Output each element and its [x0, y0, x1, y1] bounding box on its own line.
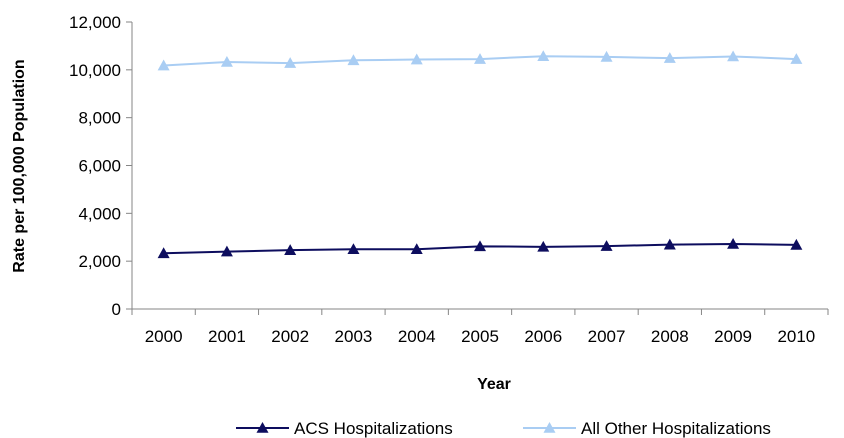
x-tick-label: 2006 — [524, 327, 562, 346]
y-axis-title: Rate per 100,000 Population — [11, 59, 28, 272]
x-tick-label: 2003 — [335, 327, 373, 346]
data-point-marker — [537, 50, 550, 62]
x-tick-label: 2002 — [271, 327, 309, 346]
x-tick-label: 2004 — [398, 327, 436, 346]
data-point-marker — [157, 247, 170, 259]
series-layer — [157, 50, 803, 259]
legend-label: All Other Hospitalizations — [581, 419, 771, 438]
data-point-marker — [220, 55, 233, 67]
data-point-marker — [663, 238, 676, 250]
data-point-marker — [284, 244, 297, 255]
legend-item: All Other Hospitalizations — [523, 419, 771, 438]
x-axis-title: Year — [477, 376, 511, 393]
y-tick-label: 10,000 — [69, 61, 121, 80]
data-point-marker — [727, 50, 740, 62]
data-point-marker — [347, 243, 360, 255]
data-point-marker — [474, 53, 486, 64]
legend-marker-swatch — [256, 422, 269, 433]
data-point-marker — [663, 52, 676, 63]
legend: ACS Hospitalizations All Other Hospitaliz… — [236, 419, 771, 438]
y-axis-ticks: 0 2,000 4,000 6,000 8,000 10,000 12,000 — [69, 13, 132, 319]
x-tick-label: 2007 — [588, 327, 626, 346]
data-point-marker — [284, 57, 297, 68]
x-tick-label: 2000 — [145, 327, 183, 346]
x-tick-label: 2005 — [461, 327, 499, 346]
y-tick-label: 6,000 — [78, 157, 121, 176]
data-point-marker — [474, 240, 486, 252]
data-point-marker — [537, 240, 550, 252]
data-point-marker — [790, 238, 803, 250]
x-tick-label: 2009 — [714, 327, 752, 346]
data-point-marker — [220, 245, 233, 257]
data-point-marker — [347, 54, 360, 66]
data-point-marker — [157, 59, 170, 71]
y-tick-label: 12,000 — [69, 13, 121, 32]
data-point-marker — [727, 237, 740, 249]
legend-marker-swatch — [543, 422, 556, 433]
x-tick-label: 2010 — [777, 327, 815, 346]
x-axis-ticks: 2000 2001 2002 2003 2004 2005 2006 2007 2008 2009… — [131, 309, 829, 346]
legend-label: ACS Hospitalizations — [294, 419, 453, 438]
data-point-marker — [410, 53, 423, 65]
series-2 — [157, 50, 803, 71]
data-point-marker — [600, 240, 613, 251]
x-tick-label: 2001 — [208, 327, 246, 346]
legend-item: ACS Hospitalizations — [236, 419, 453, 438]
y-tick-label: 2,000 — [78, 252, 121, 271]
data-point-marker — [790, 53, 803, 64]
data-point-marker — [410, 243, 423, 255]
y-tick-label: 0 — [112, 300, 121, 319]
series-1 — [157, 237, 803, 259]
data-point-marker — [600, 50, 613, 62]
y-tick-label: 8,000 — [78, 109, 121, 128]
y-tick-label: 4,000 — [78, 204, 121, 223]
x-tick-label: 2008 — [651, 327, 689, 346]
